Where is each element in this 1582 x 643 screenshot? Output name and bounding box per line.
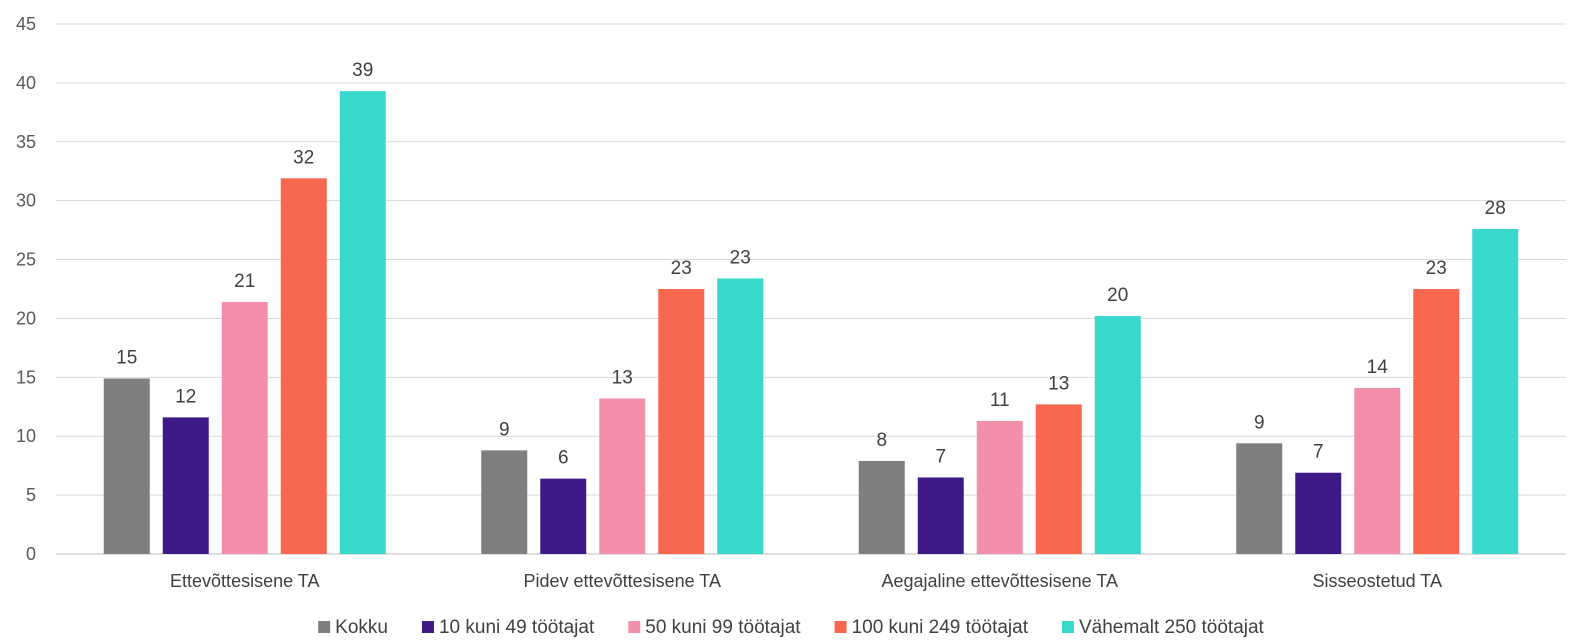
- data-label: 7: [935, 446, 946, 467]
- y-tick-label: 15: [16, 367, 36, 387]
- bar: [481, 450, 528, 554]
- bar: [540, 478, 587, 554]
- y-tick-label: 0: [26, 544, 36, 564]
- data-label: 12: [175, 386, 196, 407]
- legend-label: 50 kuni 99 töötajat: [645, 617, 801, 638]
- legend-swatch: [421, 621, 434, 633]
- data-label: 39: [352, 60, 373, 81]
- y-tick-label: 5: [26, 485, 36, 505]
- data-label: 20: [1107, 285, 1128, 306]
- category-label: Ettevõttesisene TA: [170, 571, 319, 591]
- data-label: 9: [1254, 412, 1265, 433]
- legend-label: 100 kuni 249 töötajat: [852, 617, 1029, 638]
- data-label: 14: [1367, 357, 1389, 378]
- bar: [858, 460, 905, 554]
- legend-swatch: [628, 621, 641, 633]
- bar: [1472, 228, 1519, 554]
- data-label: 9: [499, 419, 510, 440]
- data-label: 11: [990, 390, 1010, 411]
- data-label: 7: [1313, 442, 1324, 463]
- category-label: Sisseostetud TA: [1313, 571, 1442, 591]
- data-label: 23: [671, 258, 692, 279]
- x-axis-labels: Ettevõttesisene TA Pidev ettevõttesisene …: [170, 571, 1442, 591]
- bar: [599, 398, 646, 554]
- bar: [221, 301, 268, 554]
- y-tick-label: 40: [16, 73, 36, 93]
- category-label: Aegajaline ettevõttesisene TA: [882, 571, 1119, 591]
- data-label: 28: [1485, 198, 1506, 219]
- bar: [1354, 387, 1401, 554]
- bar: [1295, 472, 1342, 554]
- data-label: 15: [116, 348, 137, 369]
- bar: [1236, 443, 1283, 554]
- legend-swatch: [834, 621, 847, 633]
- legend-label: Kokku: [335, 617, 388, 638]
- bar: [976, 420, 1023, 554]
- data-labels: 15 12 21 32 39 9 6 13 23 23 8 7 11 13 20 9 7 14 23 28: [116, 60, 1506, 468]
- data-label: 8: [876, 430, 887, 451]
- legend: Kokku 10 kuni 49 töötajat 50 kuni 99 tööta…: [318, 617, 1265, 638]
- bars: [103, 91, 1519, 555]
- data-label: 23: [1426, 258, 1447, 279]
- bar: [658, 289, 705, 554]
- y-axis-ticks: 0 5 10 15 20 25 30 35 40 45: [16, 14, 36, 564]
- y-tick-label: 35: [16, 132, 36, 152]
- bar: [103, 378, 150, 554]
- data-label: 32: [293, 147, 314, 168]
- data-label: 13: [1048, 373, 1069, 394]
- data-label: 21: [234, 271, 255, 292]
- bar: [717, 278, 764, 554]
- bar: [339, 91, 386, 554]
- bar: [1413, 289, 1460, 554]
- category-label: Pidev ettevõttesisene TA: [524, 571, 721, 591]
- y-tick-label: 25: [16, 250, 36, 270]
- y-tick-label: 30: [16, 191, 36, 211]
- data-label: 23: [730, 247, 751, 268]
- legend-label: 10 kuni 49 töötajat: [439, 617, 595, 638]
- bar: [917, 477, 964, 554]
- bar: [162, 417, 209, 554]
- bar: [280, 178, 327, 555]
- bar: [1035, 404, 1082, 554]
- legend-label: Vähemalt 250 töötajat: [1079, 617, 1265, 638]
- data-label: 6: [558, 448, 569, 469]
- legend-swatch: [1061, 621, 1074, 633]
- legend-swatch: [318, 621, 331, 633]
- bar: [1094, 316, 1141, 554]
- y-tick-label: 10: [16, 426, 36, 446]
- y-tick-label: 45: [16, 14, 36, 34]
- y-tick-label: 20: [16, 308, 36, 328]
- data-label: 13: [612, 368, 633, 389]
